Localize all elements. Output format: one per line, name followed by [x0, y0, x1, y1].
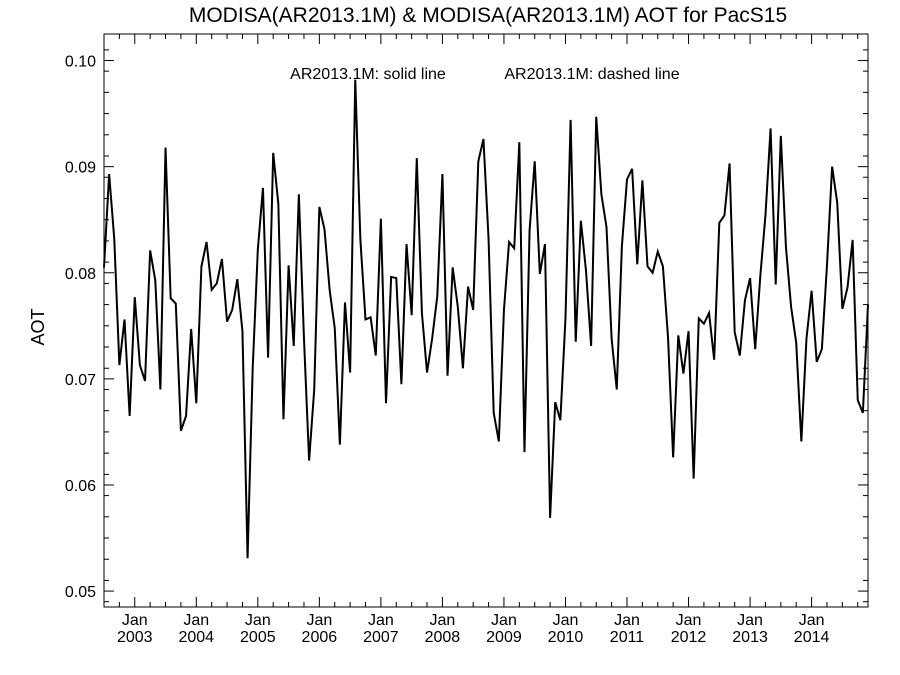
x-tick-month-label: Jan: [614, 612, 640, 629]
x-tick-month-label: Jan: [245, 612, 271, 629]
x-tick-year-label: 2003: [117, 629, 153, 646]
chart-title: MODISA(AR2013.1M) & MODISA(AR2013.1M) AO…: [189, 4, 787, 27]
x-tick-year-label: 2012: [671, 629, 707, 646]
x-tick-month-label: Jan: [553, 612, 579, 629]
y-tick-label: 0.07: [65, 372, 96, 389]
legend-dashed-label: AR2013.1M: dashed line: [504, 66, 679, 83]
legend-solid-label: AR2013.1M: solid line: [290, 66, 446, 83]
x-tick-month-label: Jan: [430, 612, 456, 629]
y-tick-label: 0.09: [65, 160, 96, 177]
x-tick-month-label: Jan: [799, 612, 825, 629]
x-tick-year-label: 2010: [548, 629, 584, 646]
x-tick-month-label: Jan: [737, 612, 763, 629]
x-tick-year-label: 2013: [732, 629, 768, 646]
series-layer: [103, 79, 869, 559]
x-tick-month-label: Jan: [491, 612, 517, 629]
x-tick-year-label: 2011: [610, 629, 645, 646]
x-tick-month-label: Jan: [676, 612, 702, 629]
y-tick-label: 0.08: [65, 266, 96, 283]
x-tick-year-label: 2014: [794, 629, 830, 646]
y-tick-label: 0.05: [65, 584, 96, 601]
x-tick-year-label: 2009: [486, 629, 522, 646]
y-tick-label: 0.06: [65, 478, 96, 495]
x-tick-year-label: 2007: [363, 629, 399, 646]
x-tick-year-label: 2008: [425, 629, 461, 646]
x-tick-year-label: 2004: [178, 629, 214, 646]
x-tick-month-label: Jan: [122, 612, 148, 629]
x-axis-ticks: Jan2003Jan2004Jan2005Jan2006Jan2007Jan20…: [103, 34, 859, 646]
y-axis-label: AOT: [28, 308, 48, 345]
series-line-solid: [103, 79, 869, 559]
x-tick-month-label: Jan: [183, 612, 209, 629]
x-tick-year-label: 2006: [302, 629, 338, 646]
y-tick-label: 0.10: [65, 54, 96, 71]
x-tick-month-label: Jan: [368, 612, 394, 629]
x-tick-year-label: 2005: [240, 629, 276, 646]
y-axis-ticks: 0.05 0.06 0.07 0.08 0.09 0.10: [65, 49, 868, 603]
x-tick-month-label: Jan: [306, 612, 332, 629]
